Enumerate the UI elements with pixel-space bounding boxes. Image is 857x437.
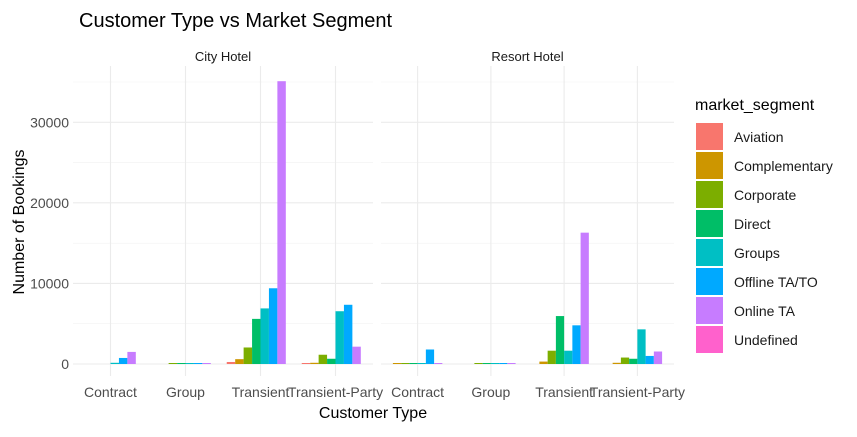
bar xyxy=(352,346,361,364)
x-tick-label: Transient xyxy=(535,384,593,400)
x-tick-label: Transient-Party xyxy=(288,384,383,400)
bar xyxy=(226,361,236,364)
legend-label: Complementary xyxy=(734,158,833,174)
legend-swatch xyxy=(696,297,723,324)
facet-label: City Hotel xyxy=(195,49,251,64)
bar xyxy=(260,308,269,364)
legend-swatch xyxy=(696,123,723,150)
y-tick-label: 30000 xyxy=(30,114,69,130)
x-tick-label: Transient-Party xyxy=(590,384,685,400)
bar xyxy=(177,363,186,364)
bar xyxy=(310,362,319,364)
y-axis-label: Number of Bookings xyxy=(11,150,28,295)
legend-swatch xyxy=(696,268,723,295)
legend-swatch xyxy=(696,152,723,179)
y-tick-label: 20000 xyxy=(30,195,69,211)
x-tick-label: Contract xyxy=(391,384,444,400)
bar xyxy=(653,351,663,364)
legend: Aviation Complementary Corporate Direct Grou… xyxy=(696,123,833,353)
bar xyxy=(235,359,244,364)
bar xyxy=(193,363,203,364)
legend-swatch xyxy=(696,210,723,237)
y-tick-label: 0 xyxy=(61,356,69,372)
x-tick-label: Transient xyxy=(232,384,290,400)
bar xyxy=(564,350,573,364)
x-tick-label: Group xyxy=(166,384,205,400)
facet-label: Resort Hotel xyxy=(491,49,563,64)
legend-label: Online TA xyxy=(734,303,796,319)
legend-label: Direct xyxy=(734,216,771,232)
bar xyxy=(474,363,483,364)
bar xyxy=(185,363,194,364)
bar xyxy=(301,363,311,364)
bar xyxy=(327,358,336,364)
bar xyxy=(318,354,328,364)
bar xyxy=(127,351,136,364)
bar xyxy=(629,358,638,364)
legend-swatch xyxy=(696,239,723,266)
bar xyxy=(580,232,589,364)
bar xyxy=(612,362,621,364)
bar xyxy=(110,363,119,364)
chart-title: Customer Type vs Market Segment xyxy=(79,10,393,32)
legend-label: Offline TA/TO xyxy=(734,274,818,290)
legend-label: Undefined xyxy=(734,332,798,348)
x-axis-label: Customer Type xyxy=(319,405,427,422)
y-tick-label: 10000 xyxy=(30,275,69,291)
bar xyxy=(417,363,426,364)
legend-swatch xyxy=(696,326,723,353)
bar xyxy=(572,325,581,364)
bar xyxy=(555,316,565,364)
bar xyxy=(168,363,178,364)
bar xyxy=(277,81,286,365)
x-tick-label: Group xyxy=(471,384,510,400)
bar xyxy=(401,363,410,364)
bar xyxy=(118,357,128,364)
bar xyxy=(645,355,654,364)
bar xyxy=(343,304,353,364)
legend-label: Corporate xyxy=(734,187,796,203)
legend-title: market_segment xyxy=(695,97,815,114)
bar xyxy=(268,288,278,364)
bar xyxy=(539,361,548,364)
bar xyxy=(482,363,491,364)
bar xyxy=(490,363,500,364)
legend-label: Groups xyxy=(734,245,780,261)
bar xyxy=(620,357,630,364)
bar xyxy=(202,363,211,364)
bar xyxy=(425,349,435,364)
bar xyxy=(499,363,508,364)
bar xyxy=(434,363,443,364)
bar xyxy=(252,318,261,364)
bar xyxy=(335,311,344,364)
bar xyxy=(409,363,418,364)
bar xyxy=(392,363,402,364)
bar xyxy=(507,363,516,364)
legend-label: Aviation xyxy=(734,129,784,145)
bar xyxy=(547,350,556,364)
bar xyxy=(637,329,646,364)
legend-swatch xyxy=(696,181,723,208)
x-tick-label: Contract xyxy=(84,384,137,400)
bar xyxy=(243,347,253,364)
